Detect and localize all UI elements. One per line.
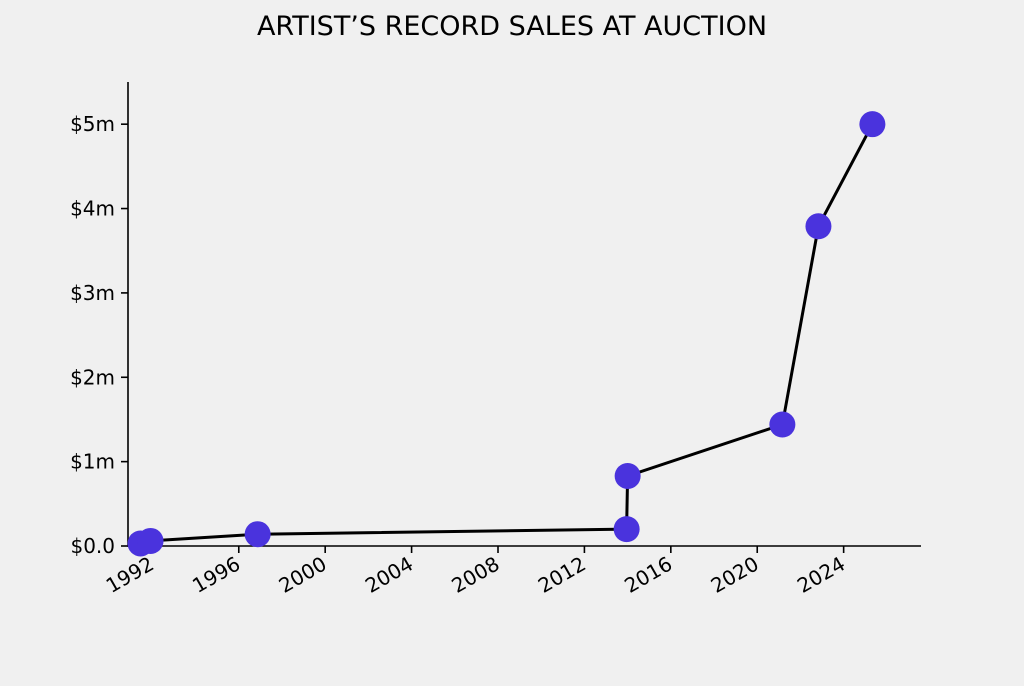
y-tick-label: $3m bbox=[70, 281, 115, 305]
series-line-group bbox=[139, 122, 874, 545]
data-points bbox=[127, 111, 886, 557]
x-tick-label: 2008 bbox=[447, 552, 503, 598]
x-tick-label: 1992 bbox=[102, 552, 158, 598]
x-tick-label: 2020 bbox=[707, 552, 763, 598]
y-tick-label: $5m bbox=[70, 112, 115, 136]
data-point bbox=[614, 462, 641, 489]
x-tick-label: 2024 bbox=[793, 552, 849, 598]
y-tick-label: $0.0 bbox=[70, 534, 115, 558]
series-line bbox=[139, 122, 874, 545]
data-point bbox=[244, 521, 271, 548]
x-tick-label: 1996 bbox=[188, 552, 244, 598]
x-tick-label: 2000 bbox=[275, 552, 331, 598]
data-point bbox=[859, 111, 886, 138]
x-tick-label: 2004 bbox=[361, 552, 417, 598]
data-point bbox=[137, 527, 164, 554]
y-tick-label: $1m bbox=[70, 450, 115, 474]
x-tick-label: 2012 bbox=[534, 552, 590, 598]
data-point bbox=[613, 516, 640, 543]
data-point bbox=[805, 213, 832, 240]
y-tick-label: $2m bbox=[70, 365, 115, 389]
data-point bbox=[769, 411, 796, 438]
axes: $0.0 $1m $2m $3m $4m $5m 1992 1996 2000 2004 2008 2… bbox=[70, 82, 921, 598]
x-tick-label: 2016 bbox=[620, 552, 676, 598]
chart-title: ARTIST’S RECORD SALES AT AUCTION bbox=[257, 11, 767, 42]
y-tick-label: $4m bbox=[70, 197, 115, 221]
